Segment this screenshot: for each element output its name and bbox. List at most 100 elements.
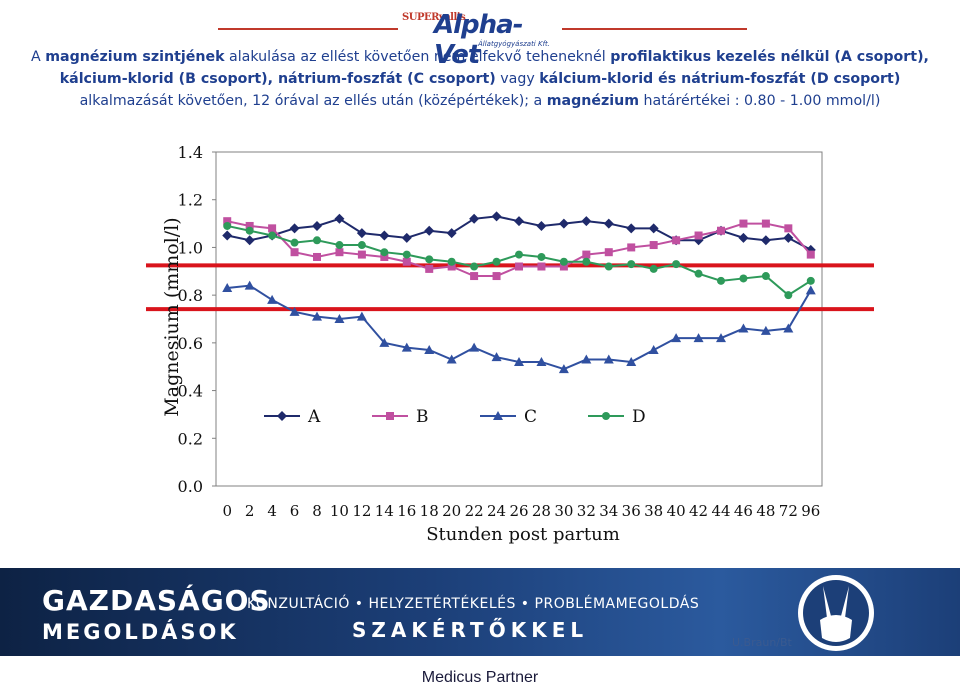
data-point: [536, 220, 547, 231]
footer-text: Medicus Partner: [421, 669, 539, 686]
data-point: [223, 217, 232, 226]
data-point: [515, 250, 523, 259]
data-point: [289, 306, 300, 316]
logo-super: SUPERvallis: [402, 12, 466, 23]
caption-bold: profilaktikus kezelés nélkül (A csoport)…: [59, 49, 929, 87]
caption-part: alakulása az ellést követően nem elfekvő…: [224, 49, 611, 65]
chart-labels: Stunden post partum Magnesium (mmol/l): [161, 217, 620, 545]
series-c: [222, 280, 816, 374]
data-point: [334, 314, 345, 323]
data-point: [492, 257, 501, 266]
y-tick-label: 1.4: [178, 143, 203, 162]
data-point: [783, 232, 794, 243]
x-tick-label: 34: [599, 502, 618, 520]
x-tick-label: 30: [554, 502, 573, 520]
x-tick-label: 28: [532, 502, 551, 520]
data-point: [694, 269, 703, 278]
data-point: [693, 333, 704, 343]
y-tick-label: 0.4: [178, 382, 203, 401]
data-point: [559, 257, 568, 266]
data-point: [806, 250, 815, 259]
y-tick-label: 1.2: [178, 191, 203, 210]
data-point: [604, 248, 613, 257]
x-tick-label: 2: [245, 502, 255, 520]
caption-bold: magnézium: [546, 93, 640, 109]
legend-label: C: [524, 407, 537, 427]
data-point: [335, 248, 344, 257]
magnesium-line-chart: 0.00.20.40.60.81.01.21.40 2 4 6 8 10 12 14 16 18 2…: [146, 143, 874, 545]
data-point: [537, 252, 546, 261]
data-point: [626, 356, 637, 366]
y-tick-label: 0.6: [178, 334, 203, 353]
data-point: [277, 411, 287, 421]
data-point: [649, 264, 658, 273]
data-point: [603, 354, 614, 364]
data-point: [514, 356, 524, 366]
data-point: [672, 260, 681, 269]
data-point: [559, 262, 568, 271]
plot-frame: [215, 151, 823, 487]
caption-bold: kálcium-klorid és nátrium-foszfát (D cso…: [539, 71, 901, 87]
banner-services: KONZULTÁCIÓ • HELYZETÉRTÉKELÉS • PROBLÉM…: [247, 596, 700, 612]
data-point: [222, 282, 233, 292]
data-point: [761, 272, 770, 281]
x-tick-label: 96: [801, 502, 820, 520]
data-point: [491, 352, 502, 362]
x-tick-label: 48: [756, 502, 775, 520]
data-point: [289, 223, 300, 234]
y-tick-label: 0.0: [178, 477, 203, 496]
x-tick-label: 46: [734, 502, 753, 520]
caption-part: határértékei : 0.80 - 1.00 mmol/l): [639, 93, 881, 109]
alpha-vet-logo: SUPERvallis Alpha-Vet Állatgyógyászati K…: [400, 8, 565, 70]
x-tick-label: 26: [509, 502, 528, 520]
data-point: [671, 333, 682, 343]
x-tick-label: 12: [352, 502, 371, 520]
banner-subtitle: MEGOLDÁSOK: [42, 620, 239, 644]
data-point: [424, 345, 435, 355]
legend-entry: A: [264, 407, 321, 427]
data-point: [738, 232, 749, 243]
data-point: [290, 238, 299, 247]
x-tick-label: 20: [442, 502, 461, 520]
data-point: [717, 226, 725, 235]
data-point: [446, 354, 457, 364]
legend-label: D: [632, 407, 646, 427]
data-point: [602, 412, 610, 420]
data-point: [245, 226, 254, 235]
data-point: [514, 216, 524, 227]
data-point: [469, 342, 480, 352]
data-point: [356, 311, 367, 321]
data-point: [469, 213, 480, 224]
data-point: [290, 248, 299, 257]
data-point: [558, 364, 569, 374]
data-point: [783, 323, 794, 333]
data-point: [446, 228, 457, 239]
logo-name: Alpha-Vet: [434, 10, 524, 70]
x-tick-label: 24: [487, 502, 506, 520]
data-point: [222, 230, 233, 241]
x-tick-label: 10: [330, 502, 349, 520]
data-point: [335, 241, 344, 250]
data-point: [739, 219, 748, 228]
data-point: [806, 276, 815, 285]
banner-experts: SZAKÉRTŐKKEL: [352, 618, 589, 642]
data-point: [491, 211, 502, 222]
data-point: [739, 274, 748, 283]
data-point: [603, 218, 614, 229]
data-point: [558, 218, 569, 229]
data-point: [738, 323, 749, 333]
data-point: [760, 325, 771, 335]
chart-legend: A B C D: [264, 407, 646, 427]
slide-caption: A magnézium szintjének alakulása az ellé…: [30, 46, 930, 112]
data-point: [402, 250, 411, 259]
data-point: [717, 276, 725, 285]
data-point: [401, 342, 412, 352]
logo-subtitle: Állatgyógyászati Kft.: [478, 40, 551, 48]
data-point: [425, 255, 434, 264]
legend-entry: C: [480, 407, 537, 427]
footer: [0, 656, 960, 687]
data-point: [537, 262, 546, 271]
series-a: [222, 211, 816, 255]
y-tick-label: 1.0: [178, 238, 203, 257]
header-rule-left: [218, 28, 398, 30]
